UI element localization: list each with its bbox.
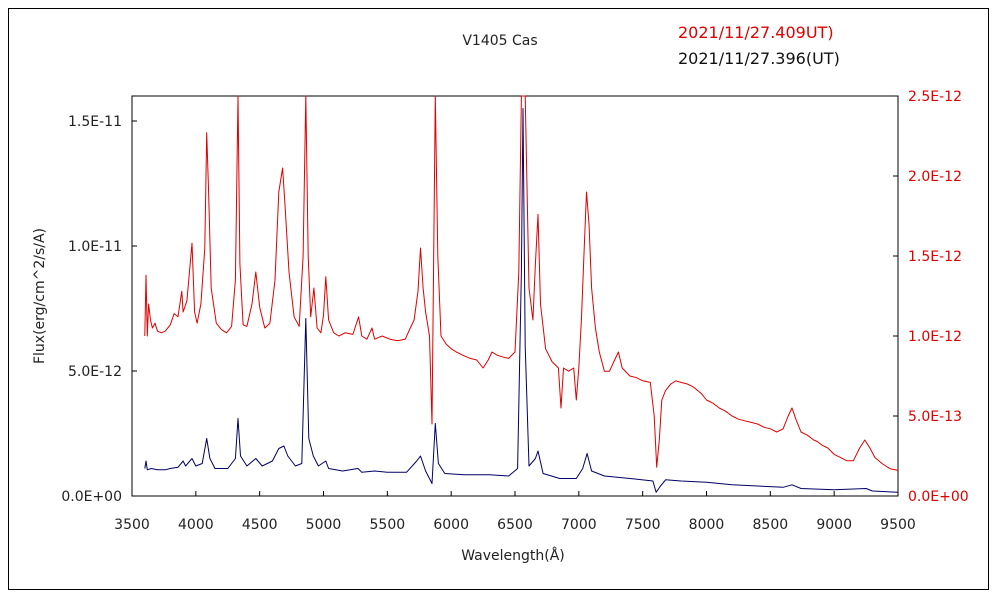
x-tick-label: 3500 xyxy=(114,517,150,533)
x-tick-label: 6500 xyxy=(497,517,533,533)
x-tick-label: 5500 xyxy=(370,517,406,533)
x-tick-label: 8000 xyxy=(689,517,725,533)
y-right-tick-label: 0.0E+00 xyxy=(908,489,969,505)
y-left-tick-label: 5.0E-12 xyxy=(68,364,122,380)
y-left-tick-label: 1.5E-11 xyxy=(68,114,122,130)
series-red-line xyxy=(144,95,899,471)
x-tick-label: 4000 xyxy=(178,517,214,533)
y-right-tick-label: 1.5E-12 xyxy=(908,249,962,265)
x-tick-label: 9000 xyxy=(816,517,852,533)
x-tick-label: 7000 xyxy=(561,517,597,533)
x-tick-label: 5000 xyxy=(306,517,342,533)
x-tick-label: 4500 xyxy=(242,517,278,533)
x-tick-label: 6000 xyxy=(433,517,469,533)
legend-black: 2021/11/27.396(UT) xyxy=(678,49,840,68)
x-tick-label: 7500 xyxy=(625,517,661,533)
y-right-tick-label: 1.0E-12 xyxy=(908,329,962,345)
x-axis-label: Wavelength(Å) xyxy=(461,547,565,564)
series-layer xyxy=(144,95,899,493)
y-right-tick-label: 2.5E-12 xyxy=(908,89,962,105)
plot-area: 3500 4000 4500 5000 5500 6000 6500 7000 7500 8000… xyxy=(61,89,968,533)
y-right-tick-label: 5.0E-13 xyxy=(908,409,962,425)
legend-red: 2021/11/27.409UT) xyxy=(678,23,834,42)
y-left-tick-label: 0.0E+00 xyxy=(61,489,122,505)
ticks-layer: 3500 4000 4500 5000 5500 6000 6500 7000 7500 8000… xyxy=(61,89,968,533)
plot-border xyxy=(131,95,899,497)
x-tick-label: 8500 xyxy=(753,517,789,533)
x-tick-label: 9500 xyxy=(880,517,916,533)
series-black-line xyxy=(144,108,899,493)
y-right-tick-label: 2.0E-12 xyxy=(908,169,962,185)
chart-frame xyxy=(8,8,989,590)
y-axis-label: Flux(erg/cm^2/s/A) xyxy=(32,228,48,364)
chart-title: V1405 Cas xyxy=(462,33,537,49)
y-left-tick-label: 1.0E-11 xyxy=(68,239,122,255)
